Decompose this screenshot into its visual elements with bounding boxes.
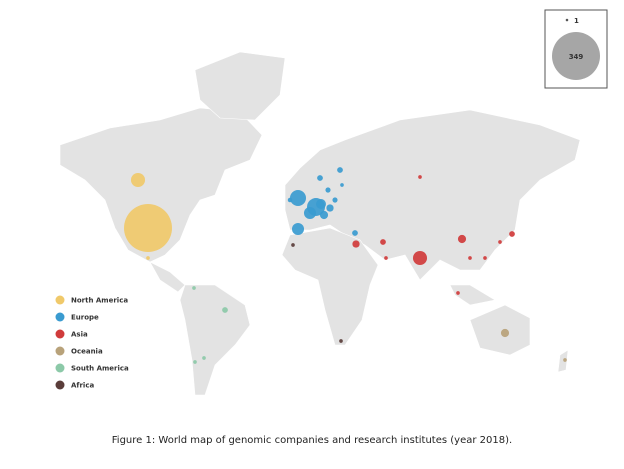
bubble bbox=[325, 187, 331, 193]
bubble bbox=[192, 286, 196, 290]
legend-swatch bbox=[55, 329, 65, 339]
bubble bbox=[456, 291, 460, 295]
bubble bbox=[340, 183, 344, 187]
bubble bbox=[193, 360, 197, 364]
bubble bbox=[289, 189, 307, 207]
legend-label: North America bbox=[71, 297, 128, 305]
bubble bbox=[337, 167, 343, 173]
legend-swatch bbox=[55, 312, 65, 322]
bubble bbox=[326, 204, 334, 212]
size-legend-circle bbox=[565, 18, 569, 22]
bubble bbox=[317, 175, 323, 181]
legend-label: South America bbox=[71, 365, 129, 373]
bubble bbox=[412, 250, 428, 266]
bubble bbox=[563, 358, 567, 362]
bubble bbox=[291, 222, 305, 236]
bubble bbox=[468, 256, 472, 260]
bubble bbox=[222, 307, 228, 313]
legend-label: Asia bbox=[71, 331, 88, 339]
bubble bbox=[332, 197, 338, 203]
bubble bbox=[316, 199, 326, 209]
bubble bbox=[457, 234, 467, 244]
bubble bbox=[130, 172, 146, 188]
bubble bbox=[509, 231, 515, 237]
size-legend-label: 1 bbox=[574, 17, 579, 25]
bubble bbox=[319, 210, 329, 220]
bubble bbox=[498, 240, 502, 244]
bubble bbox=[384, 256, 388, 260]
bubble bbox=[500, 328, 510, 338]
legend-label: Oceania bbox=[71, 348, 103, 356]
bubble bbox=[202, 356, 206, 360]
size-legend-circle bbox=[552, 32, 600, 80]
legend-label: Africa bbox=[71, 382, 94, 390]
caption: Figure 1: World map of genomic companies… bbox=[112, 435, 512, 446]
legend-swatch bbox=[55, 380, 65, 390]
bubble bbox=[124, 204, 172, 252]
bubble bbox=[352, 240, 360, 248]
bubble bbox=[287, 197, 293, 203]
size-legend-label: 349 bbox=[569, 53, 584, 61]
land bbox=[59, 51, 581, 396]
bubble bbox=[418, 175, 422, 179]
legend-label: Europe bbox=[71, 314, 99, 322]
bubble bbox=[352, 230, 358, 236]
bubble bbox=[380, 239, 386, 245]
legend-swatch bbox=[55, 295, 65, 305]
bubble bbox=[303, 206, 317, 220]
bubble bbox=[146, 256, 150, 260]
bubble bbox=[291, 243, 295, 247]
bubble bbox=[483, 256, 487, 260]
legend-swatch bbox=[55, 363, 65, 373]
bubble bbox=[339, 339, 343, 343]
legend-swatch bbox=[55, 346, 65, 356]
